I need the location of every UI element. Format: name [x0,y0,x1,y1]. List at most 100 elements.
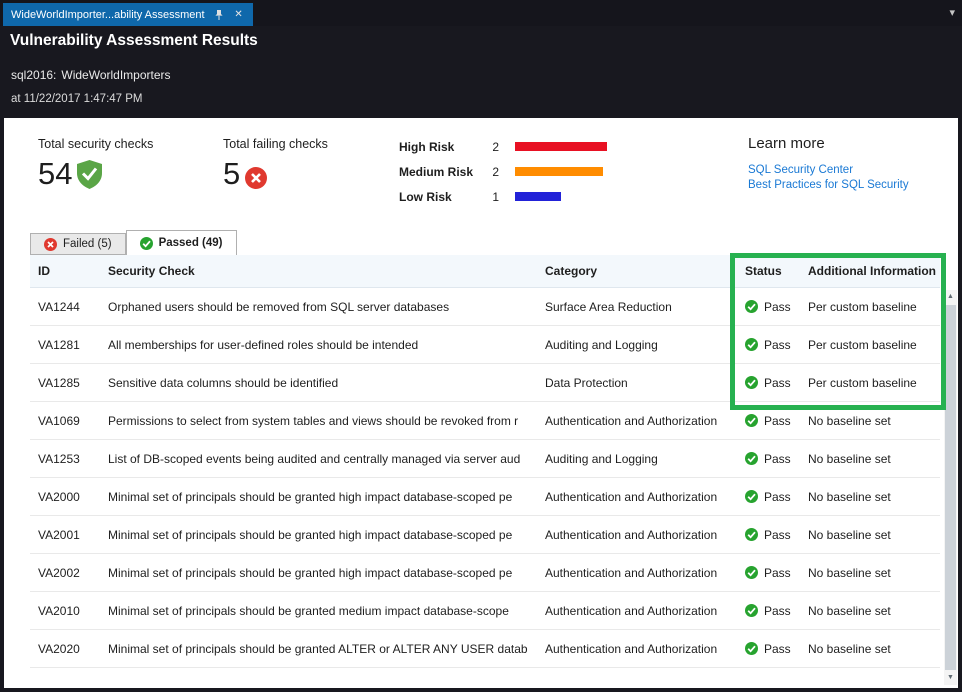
sql-security-center-link[interactable]: SQL Security Center [748,164,854,176]
cell-security-check: Minimal set of principals should be gran… [108,489,513,504]
table-row[interactable]: VA1253 List of DB-scoped events being au… [30,440,940,478]
table-row[interactable]: VA1285 Sensitive data columns should be … [30,364,940,402]
failing-checks-value: 5 [223,156,241,191]
cell-id: VA1253 [38,451,80,466]
pass-icon [745,338,758,351]
scroll-up-button[interactable]: ▲ [947,293,954,300]
pass-icon [745,604,758,617]
server-name: sql2016: [11,68,57,82]
cell-additional-information: No baseline set [808,527,891,542]
cell-status: Pass [745,528,808,542]
failing-checks-label: Total failing checks [223,137,328,151]
cell-category: Authentication and Authorization [545,565,718,580]
status-text: Pass [764,451,791,466]
cell-category: Authentication and Authorization [545,603,718,618]
status-text: Pass [764,375,791,390]
total-checks-label: Total security checks [38,137,154,151]
document-list-dropdown-icon[interactable]: ▾ [949,7,955,19]
pass-icon [745,642,758,655]
table-row[interactable]: VA2000 Minimal set of principals should … [30,478,940,516]
cell-additional-information: Per custom baseline [808,299,917,314]
cell-security-check: Orphaned users should be removed from SQ… [108,299,450,314]
scan-timestamp: at 11/22/2017 1:47:47 PM [11,93,143,105]
table-row[interactable]: VA1244 Orphaned users should be removed … [30,288,940,326]
pass-icon [745,300,758,313]
table-row[interactable]: VA2001 Minimal set of principals should … [30,516,940,554]
table-row[interactable]: VA1281 All memberships for user-defined … [30,326,940,364]
low-risk-label: Low Risk [399,189,452,204]
low-risk-bar [515,192,561,201]
shield-check-icon [77,160,103,189]
pass-icon [745,566,758,579]
cell-id: VA1069 [38,413,80,428]
table-row[interactable]: VA2002 Minimal set of principals should … [30,554,940,592]
pass-icon [745,528,758,541]
document-tab-strip: WideWorldImporter...ability Assessment ✕… [0,0,962,26]
cell-status: Pass [745,452,808,466]
table-header: ID Security Check Category Status Additi… [30,255,940,288]
cell-status: Pass [745,376,808,390]
medium-risk-row: Medium Risk 2 [399,164,607,179]
cell-id: VA1285 [38,375,80,390]
scroll-down-button[interactable]: ▼ [947,674,954,681]
pass-icon [745,452,758,465]
cell-additional-information: No baseline set [808,641,891,656]
cell-additional-information: No baseline set [808,489,891,504]
server-database-line: sql2016: WideWorldImporters [11,68,171,82]
cell-category: Surface Area Reduction [545,299,672,314]
cell-category: Authentication and Authorization [545,413,718,428]
column-header-id: ID [38,264,50,278]
fail-icon [245,167,268,189]
tab-failed[interactable]: Failed (5) [30,233,126,255]
document-tab[interactable]: WideWorldImporter...ability Assessment ✕ [3,3,253,26]
cell-security-check: Minimal set of principals should be gran… [108,641,528,656]
cell-category: Data Protection [545,375,628,390]
close-icon[interactable]: ✕ [234,8,243,20]
cell-security-check: Permissions to select from system tables… [108,413,519,428]
cell-additional-information: No baseline set [808,451,891,466]
cell-status: Pass [745,300,808,314]
pin-icon[interactable] [213,8,225,22]
tab-passed[interactable]: Passed (49) [125,230,237,255]
result-filter-tabs: Failed (5) Passed (49) [30,230,237,255]
total-checks-metric: Total security checks 54 [38,137,153,190]
cell-id: VA1281 [38,337,80,352]
low-risk-row: Low Risk 1 [399,189,607,204]
table-row[interactable]: VA2020 Minimal set of principals should … [30,630,940,668]
cell-category: Auditing and Logging [545,337,658,352]
cell-security-check: Minimal set of principals should be gran… [108,603,509,618]
pass-icon [745,490,758,503]
status-text: Pass [764,299,791,314]
table-row[interactable]: VA2010 Minimal set of principals should … [30,592,940,630]
cell-status: Pass [745,414,808,428]
cell-security-check: Minimal set of principals should be gran… [108,565,513,580]
cell-status: Pass [745,642,808,656]
cell-security-check: Minimal set of principals should be gran… [108,527,513,542]
column-header-category: Category [545,264,598,278]
cell-category: Authentication and Authorization [545,641,718,656]
column-header-security-check: Security Check [108,264,195,278]
passed-tab-icon [139,236,153,250]
low-risk-count: 1 [492,189,499,204]
column-header-status: Status [745,264,782,278]
scrollbar-thumb[interactable] [945,305,956,670]
vertical-scrollbar[interactable]: ▲ ▼ [944,290,957,685]
cell-status: Pass [745,566,808,580]
table-row[interactable]: VA1069 Permissions to select from system… [30,402,940,440]
status-text: Pass [764,641,791,656]
best-practices-link[interactable]: Best Practices for SQL Security [748,179,909,191]
status-text: Pass [764,565,791,580]
database-name: WideWorldImporters [61,68,171,82]
cell-additional-information: No baseline set [808,565,891,580]
status-text: Pass [764,337,791,352]
cell-category: Authentication and Authorization [545,527,718,542]
high-risk-bar [515,142,607,151]
status-text: Pass [764,489,791,504]
cell-category: Authentication and Authorization [545,489,718,504]
cell-security-check: All memberships for user-defined roles s… [108,337,419,352]
column-header-additional-information: Additional Information [808,264,936,278]
cell-additional-information: Per custom baseline [808,337,917,352]
cell-id: VA2010 [38,603,80,618]
medium-risk-bar [515,167,603,176]
